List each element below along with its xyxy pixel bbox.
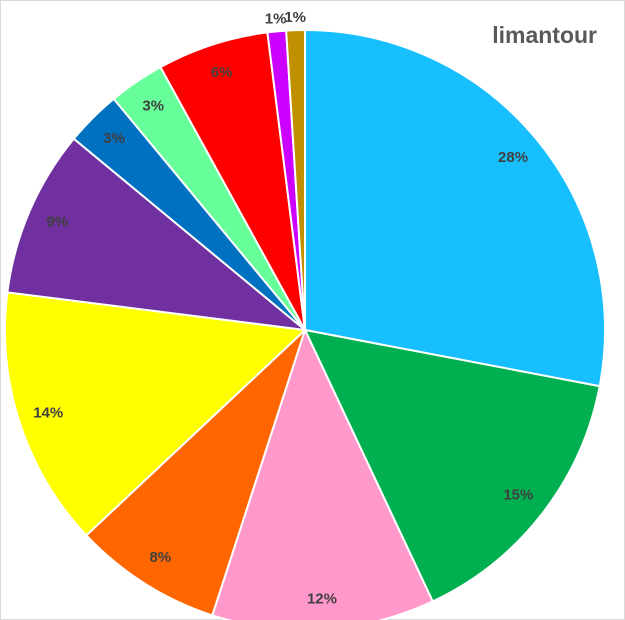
data-label: 1% xyxy=(265,10,287,27)
pie-slice xyxy=(304,28,606,388)
chart-title: limantour xyxy=(492,22,597,48)
data-label: 8% xyxy=(149,549,171,566)
data-label: 28% xyxy=(498,149,528,166)
data-label: 9% xyxy=(46,214,68,231)
data-label: 14% xyxy=(33,404,63,421)
pie-slice xyxy=(211,327,435,620)
pie-slice xyxy=(84,329,306,617)
data-label: 1% xyxy=(284,9,306,26)
pie-slice xyxy=(6,137,309,332)
pie-slice xyxy=(285,28,306,331)
pie-slice xyxy=(303,328,601,603)
pie-slice xyxy=(4,291,308,537)
data-label: 3% xyxy=(103,130,125,147)
data-label: 3% xyxy=(142,98,164,115)
data-label: 15% xyxy=(503,486,533,503)
data-label: 6% xyxy=(211,64,233,81)
data-label: 12% xyxy=(307,590,337,607)
